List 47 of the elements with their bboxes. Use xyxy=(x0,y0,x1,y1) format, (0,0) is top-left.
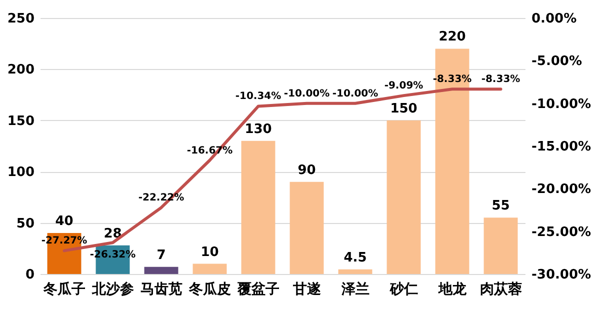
bar xyxy=(338,269,372,274)
bar xyxy=(241,140,276,274)
data-label: 40 xyxy=(55,214,74,230)
y-tick-label: 50 xyxy=(16,216,34,232)
data-label: 90 xyxy=(298,162,316,178)
y2-tick-label: -30.00% xyxy=(532,268,592,282)
data-label: 10 xyxy=(200,244,219,260)
y2-tick-label: 0.00% xyxy=(532,12,577,26)
x-tick-label: 砂仁 xyxy=(388,282,418,298)
data-label: 4.5 xyxy=(344,250,367,266)
y2-tick-label: -5.00% xyxy=(532,54,582,70)
data-label: -10.00% xyxy=(284,88,330,100)
bar xyxy=(144,266,178,274)
x-tick-label: 肉苁蓉 xyxy=(480,282,522,298)
data-label: 220 xyxy=(438,30,466,45)
y-tick-label: 250 xyxy=(7,12,34,26)
x-tick-label: 冬瓜子 xyxy=(42,280,86,298)
y2-tick-label: -15.00% xyxy=(532,140,592,154)
y-tick-label: 100 xyxy=(7,165,34,180)
data-label: 28 xyxy=(104,226,122,242)
y2-tick-label: -20.00% xyxy=(532,182,592,198)
x-tick-label: 覆盆子 xyxy=(236,282,280,298)
x-tick-label: 甘遂 xyxy=(292,282,322,298)
data-label: -10.00% xyxy=(332,88,378,100)
y-tick-label: 200 xyxy=(7,62,34,78)
data-label: 130 xyxy=(244,122,272,137)
data-label: 55 xyxy=(492,198,510,214)
y2-tick-label: -25.00% xyxy=(532,224,592,240)
x-tick-label: 马齿苋 xyxy=(140,282,182,298)
bar xyxy=(386,120,421,274)
y-tick-label: 150 xyxy=(7,114,34,129)
bar xyxy=(435,48,470,274)
bar xyxy=(192,264,227,274)
data-label: -8.33% xyxy=(432,74,472,86)
data-label: -10.34% xyxy=(235,91,282,102)
y2-tick-label: -10.00% xyxy=(532,96,592,112)
y-tick-label: 0 xyxy=(25,268,34,282)
x-tick-label: 北沙参 xyxy=(90,280,134,298)
bar xyxy=(484,218,518,274)
x-tick-label: 地龙 xyxy=(437,282,468,298)
bar xyxy=(290,182,324,274)
data-label: 150 xyxy=(390,101,418,116)
x-tick-label: 泽兰 xyxy=(340,280,370,298)
data-label: -8.33% xyxy=(481,74,520,86)
data-label: -9.09% xyxy=(384,80,424,92)
data-label: 7 xyxy=(156,248,166,263)
x-tick-label: 冬瓜皮 xyxy=(188,280,231,298)
